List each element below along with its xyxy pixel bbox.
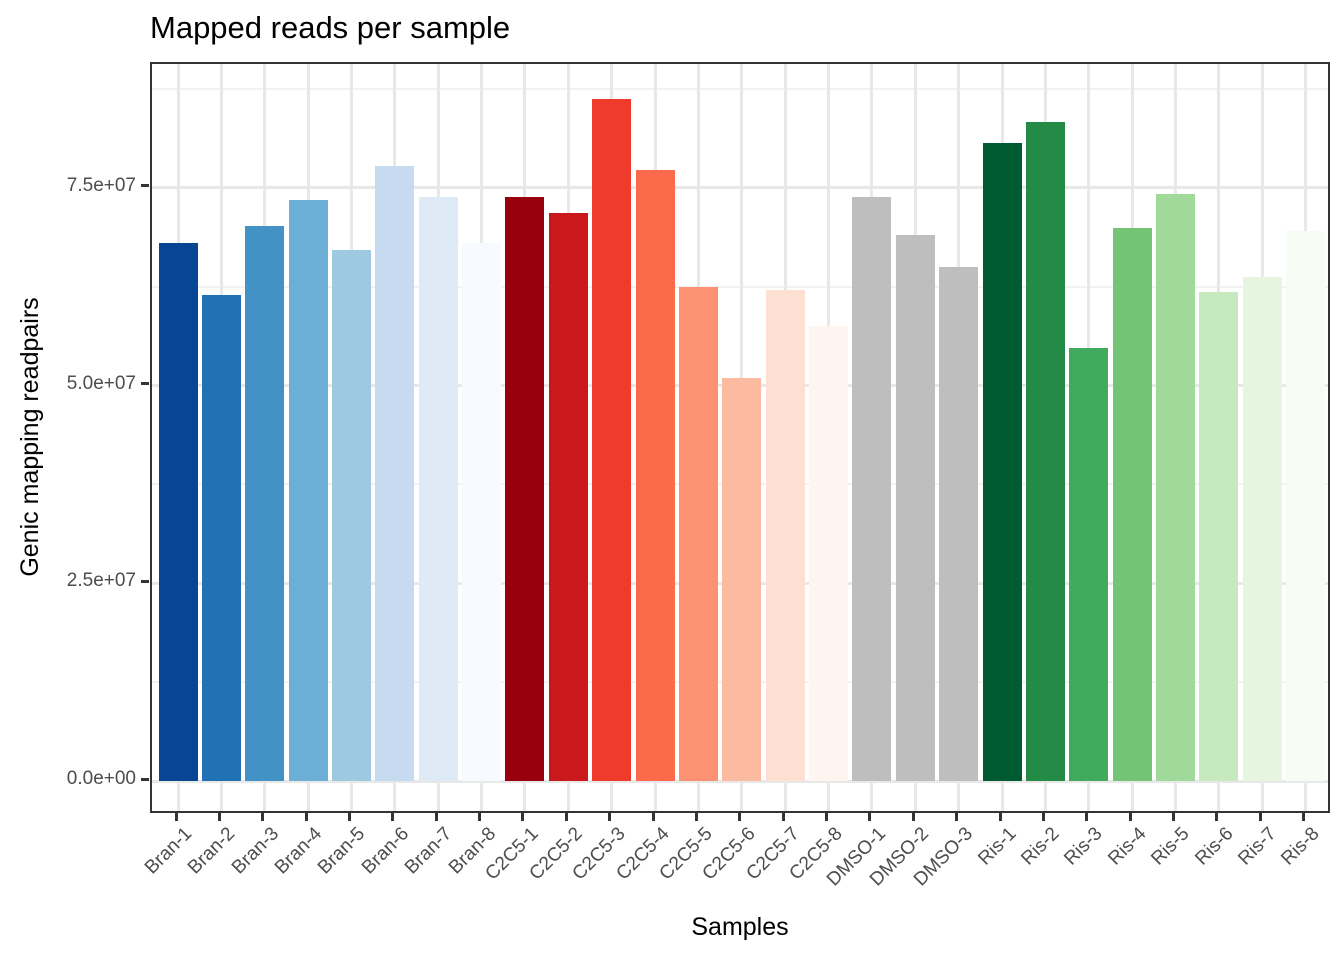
bar-C2C5-4 [635,169,675,781]
x-tick-mark [1041,813,1045,821]
x-tick-mark [1215,813,1219,821]
bar-Bran-4 [288,199,328,781]
x-tick-mark [998,813,1002,821]
x-tick-mark [174,813,178,821]
plot-panel [150,62,1330,813]
x-tick-label-Ris-7: Ris-7 [1234,823,1281,870]
major-gridline [152,779,1328,783]
minor-gridline [152,285,1328,288]
x-tick-label-Bran-3: Bran-3 [227,823,283,879]
x-tick-mark [868,813,872,821]
x-tick-label-Ris-4: Ris-4 [1104,823,1151,870]
bar-Ris-4 [1112,228,1152,781]
x-tick-mark [521,813,525,821]
bar-DMSO-2 [895,234,935,781]
x-tick-mark [1128,813,1132,821]
y-tick-label: 0.0e+00 [66,768,136,789]
x-tick-label-Bran-5: Bran-5 [314,823,370,879]
bar-Bran-1 [158,242,198,781]
y-tick-label: 2.5e+07 [66,570,136,592]
x-tick-label-Bran-1: Bran-1 [140,823,197,879]
bar-Bran-5 [331,250,371,781]
x-tick-label-Bran-2: Bran-2 [184,823,240,879]
bar-Bran-2 [201,294,241,781]
x-tick-mark [911,813,915,821]
bar-Bran-3 [245,225,285,781]
x-tick-mark [217,813,221,821]
bar-Bran-7 [418,197,458,781]
x-tick-mark [1302,813,1306,821]
x-tick-label-Ris-2: Ris-2 [1017,823,1064,870]
y-tick-label: 5.0e+07 [66,372,136,394]
chart-title: Mapped reads per sample [150,10,511,45]
minor-gridline [152,88,1328,91]
x-tick-mark [608,813,612,821]
bar-DMSO-1 [852,196,892,781]
bar-Ris-8 [1286,231,1326,781]
x-tick-label-Bran-4: Bran-4 [271,823,327,879]
bar-C2C5-1 [505,196,545,781]
x-tick-label-Ris-8: Ris-8 [1277,823,1324,870]
x-tick-mark [738,813,742,821]
bar-Ris-7 [1242,276,1282,781]
bar-Ris-6 [1199,291,1239,781]
x-tick-mark [1085,813,1089,821]
x-tick-label-Bran-7: Bran-7 [401,823,457,879]
x-tick-mark [825,813,829,821]
x-tick-mark [955,813,959,821]
y-tick-mark [141,184,149,188]
x-tick-mark [347,813,351,821]
major-gridline [152,186,1328,190]
x-tick-mark [434,813,438,821]
x-tick-mark [694,813,698,821]
bar-C2C5-7 [765,289,805,781]
y-tick-mark [141,777,149,781]
x-tick-mark [391,813,395,821]
x-tick-mark [781,813,785,821]
bar-C2C5-8 [809,325,849,781]
x-tick-label-Ris-1: Ris-1 [973,823,1021,870]
y-tick-mark [141,579,149,583]
bar-C2C5-5 [678,286,718,781]
x-tick-mark [564,813,568,821]
y-tick-mark [141,382,149,386]
bar-C2C5-6 [722,377,762,781]
bar-Bran-8 [462,243,502,781]
bar-Ris-2 [1025,122,1065,781]
bar-C2C5-3 [592,98,632,781]
x-tick-label-Ris-5: Ris-5 [1147,823,1194,870]
x-tick-label-Bran-6: Bran-6 [357,823,414,879]
x-tick-mark [304,813,308,821]
x-tick-label-Ris-3: Ris-3 [1060,823,1107,870]
x-tick-mark [478,813,482,821]
x-tick-mark [651,813,655,821]
bar-Bran-6 [375,165,415,781]
bar-Ris-1 [982,142,1022,781]
y-axis-title: Genic mapping readpairs [16,297,44,577]
bar-DMSO-3 [939,267,979,781]
x-axis-title: Samples [691,913,789,941]
bar-C2C5-2 [548,212,588,781]
bar-Ris-5 [1156,193,1195,781]
bar-Ris-3 [1069,348,1109,781]
y-tick-label: 7.5e+07 [66,174,136,196]
x-tick-mark [1258,813,1262,821]
x-tick-mark [1172,813,1175,821]
x-tick-label-Ris-6: Ris-6 [1190,823,1238,870]
x-tick-mark [261,813,265,821]
